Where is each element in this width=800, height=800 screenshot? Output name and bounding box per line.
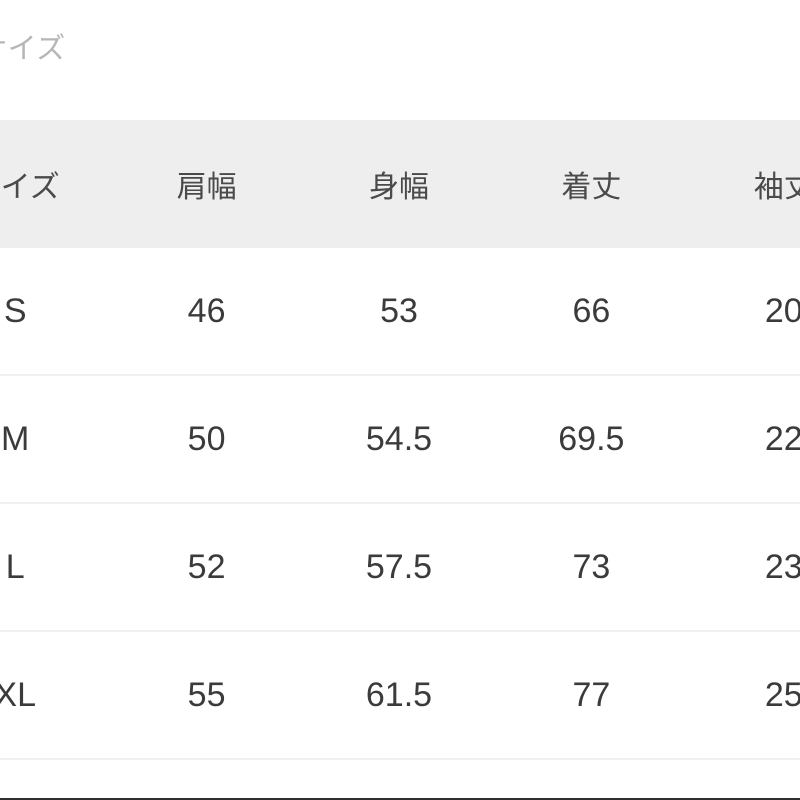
page-title: テムサイズ (0, 33, 66, 65)
cell-size: S (0, 248, 111, 376)
cell-chest: 61.5 (302, 631, 496, 760)
column-header-sleeve: 袖丈 (687, 120, 800, 248)
size-table-body: S 46 53 66 20 M 50 54.5 69.5 22 L 52 57.… (0, 248, 800, 760)
cell-shoulder: 52 (110, 503, 303, 632)
cell-length: 66 (495, 248, 688, 376)
bottom-divider (0, 798, 800, 800)
column-header-shoulder: 肩幅 (110, 120, 303, 248)
cell-size: M (0, 375, 111, 504)
table-bottom-spacer (0, 760, 800, 800)
cell-sleeve: 23 (687, 503, 800, 632)
cell-sleeve: 22 (687, 375, 800, 504)
cell-sleeve: 20 (687, 248, 800, 376)
cell-size: XL (0, 631, 111, 760)
cell-shoulder: 46 (110, 248, 303, 376)
cell-sleeve: 25 (687, 631, 800, 760)
cell-length: 73 (495, 503, 688, 632)
title-area: テムサイズ (0, 0, 800, 120)
cell-size: L (0, 503, 111, 632)
cell-shoulder: 55 (110, 631, 303, 760)
cell-chest: 54.5 (302, 375, 496, 504)
size-table-head: サイズ 肩幅 身幅 着丈 袖丈 (0, 120, 800, 248)
size-table: サイズ 肩幅 身幅 着丈 袖丈 S 46 53 66 20 M 50 (0, 120, 800, 760)
column-header-length: 着丈 (495, 120, 688, 248)
cell-length: 69.5 (495, 375, 688, 504)
cell-length: 77 (495, 631, 688, 760)
table-header-row: サイズ 肩幅 身幅 着丈 袖丈 (0, 120, 800, 248)
table-row: XL 55 61.5 77 25 (0, 631, 800, 760)
column-header-chest: 身幅 (302, 120, 496, 248)
cell-chest: 57.5 (302, 503, 496, 632)
table-row: L 52 57.5 73 23 (0, 503, 800, 632)
cell-chest: 53 (302, 248, 496, 376)
cell-shoulder: 50 (110, 375, 303, 504)
table-row: S 46 53 66 20 (0, 248, 800, 376)
table-row: M 50 54.5 69.5 22 (0, 375, 800, 504)
column-header-size: サイズ (0, 120, 111, 248)
